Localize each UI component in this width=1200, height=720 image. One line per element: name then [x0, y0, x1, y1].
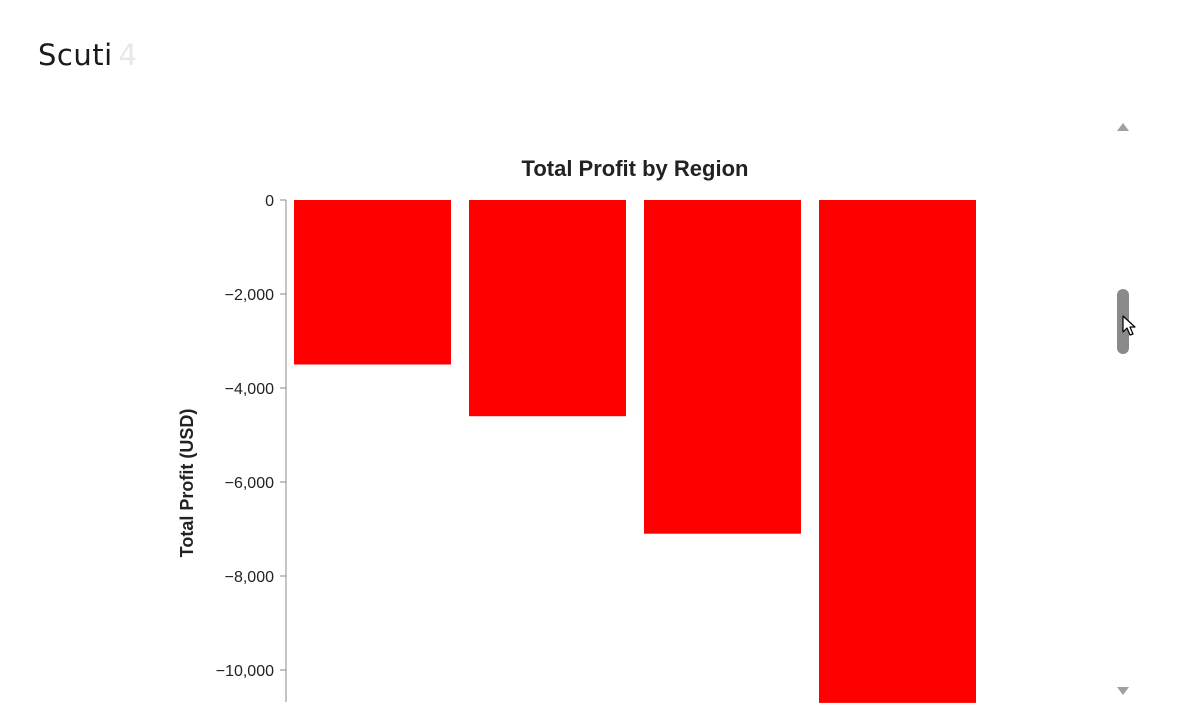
- app-title: Scuti 4: [38, 38, 138, 72]
- y-tick-label: −4,000: [225, 381, 274, 398]
- y-tick-label: −2,000: [225, 287, 274, 304]
- y-tick-label: 0: [265, 193, 274, 210]
- scroll-down-icon[interactable]: [1116, 686, 1130, 696]
- scroll-up-icon[interactable]: [1116, 122, 1130, 132]
- bar-4[interactable]: [819, 200, 976, 703]
- chart-title: Total Profit by Region: [522, 156, 749, 181]
- y-tick-label: −8,000: [225, 569, 274, 586]
- y-axis-label: Total Profit (USD): [177, 409, 197, 558]
- bar-3[interactable]: [644, 200, 801, 534]
- mouse-pointer-icon: [1122, 315, 1136, 336]
- bar-2[interactable]: [469, 200, 626, 417]
- app-title-text: Scuti: [38, 38, 113, 72]
- bar-1[interactable]: [294, 200, 451, 365]
- bars: [294, 200, 976, 703]
- page-counter: 4: [118, 38, 138, 72]
- y-tick-label: −6,000: [225, 475, 274, 492]
- y-axis-ticks: 0 −2,000 −4,000 −6,000 −8,000 −10,000: [216, 193, 286, 680]
- y-tick-label: −10,000: [216, 663, 274, 680]
